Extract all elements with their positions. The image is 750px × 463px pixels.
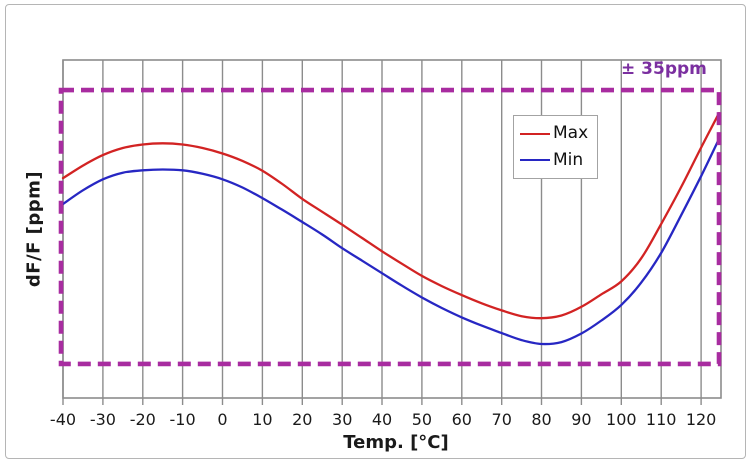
tolerance-annotation: ± 35ppm bbox=[621, 59, 707, 79]
tolerance-band bbox=[58, 87, 722, 367]
gridlines bbox=[62, 60, 702, 405]
min-curve bbox=[61, 137, 721, 346]
x-tick-label: 0 bbox=[217, 410, 228, 429]
plot-frame bbox=[62, 59, 722, 399]
x-tick-label: 110 bbox=[645, 410, 677, 429]
x-tick-label: -20 bbox=[129, 410, 156, 429]
figure-border: dF/F [ppm] Temp. [°C] -40 -30 -20 -10 0 10 20 3… bbox=[5, 4, 746, 459]
x-tick-label: 90 bbox=[571, 410, 592, 429]
legend-label-min: Min bbox=[553, 149, 584, 170]
legend-label-max: Max bbox=[553, 123, 589, 144]
min-line-swatch bbox=[520, 159, 550, 162]
x-tick-label: 60 bbox=[451, 410, 472, 429]
y-axis-title: dF/F [ppm] bbox=[23, 170, 45, 288]
x-tick-label: 120 bbox=[685, 410, 717, 429]
x-tick-label: 50 bbox=[411, 410, 433, 429]
max-curve bbox=[61, 112, 721, 320]
legend-item-min: Min bbox=[520, 149, 597, 170]
legend: Max Min bbox=[513, 115, 598, 179]
x-tick-label: -30 bbox=[89, 410, 116, 429]
x-tick-label: 10 bbox=[252, 410, 273, 429]
x-tick-label: 30 bbox=[332, 410, 353, 429]
x-tick-label: -40 bbox=[49, 410, 77, 429]
x-tick-label: 40 bbox=[371, 410, 393, 429]
x-axis-title: Temp. [°C] bbox=[343, 432, 449, 453]
x-tick-label: 100 bbox=[606, 410, 637, 429]
x-tick-label: 80 bbox=[531, 410, 552, 429]
x-tick-label: 20 bbox=[292, 410, 313, 429]
max-line-swatch bbox=[520, 132, 550, 135]
x-tick-label: -10 bbox=[169, 410, 196, 429]
x-tick-label: 70 bbox=[491, 410, 512, 429]
legend-item-max: Max bbox=[520, 125, 597, 142]
